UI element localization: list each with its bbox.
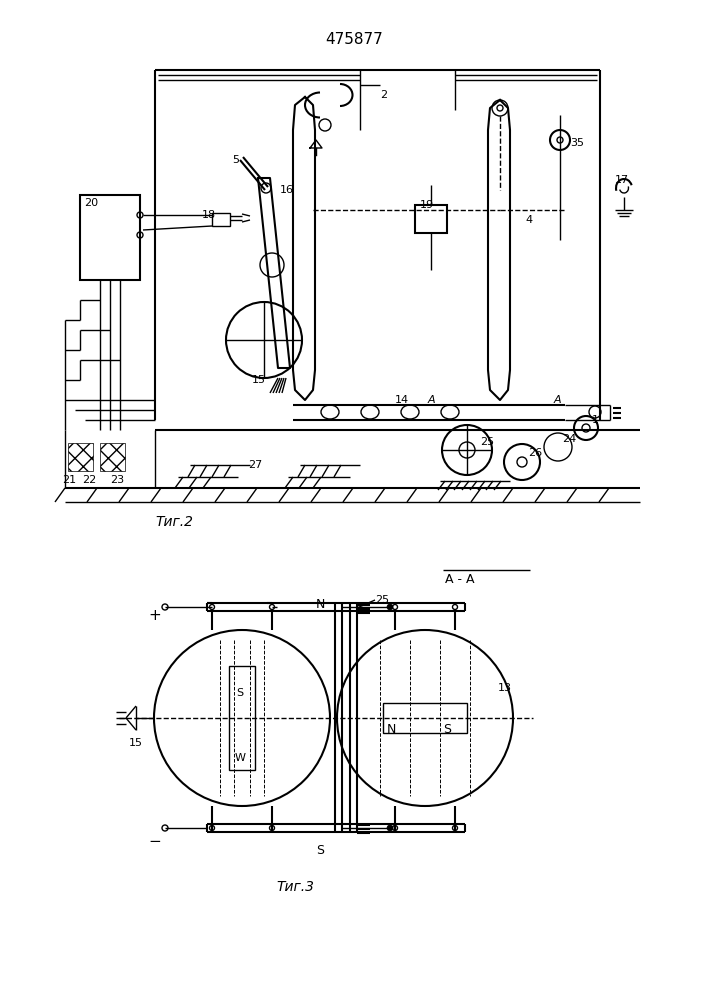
- Text: 475877: 475877: [325, 32, 383, 47]
- Text: 22: 22: [82, 475, 96, 485]
- Text: N: N: [387, 723, 397, 736]
- Text: 25: 25: [480, 437, 494, 447]
- Text: 14: 14: [395, 395, 409, 405]
- Text: 20: 20: [84, 198, 98, 208]
- Text: 18: 18: [202, 210, 216, 220]
- Bar: [383, 703, 467, 733]
- Text: 23: 23: [110, 475, 124, 485]
- Text: 13: 13: [498, 683, 512, 693]
- Text: 27: 27: [248, 460, 262, 470]
- Text: S: S: [236, 688, 243, 698]
- Text: 2: 2: [380, 90, 387, 100]
- Bar: [415, 205, 447, 233]
- Text: 1: 1: [592, 415, 599, 425]
- Text: W: W: [235, 753, 246, 763]
- Text: A: A: [428, 395, 436, 405]
- Bar: [68, 443, 93, 471]
- Text: 25: 25: [375, 595, 389, 605]
- Text: A: A: [554, 395, 561, 405]
- Text: 26: 26: [528, 448, 542, 458]
- Text: 5: 5: [232, 155, 239, 165]
- Text: 4: 4: [525, 215, 532, 225]
- Text: 24: 24: [562, 434, 576, 444]
- Text: 16: 16: [280, 185, 294, 195]
- Bar: [100, 443, 125, 471]
- Text: +: +: [148, 608, 161, 623]
- Text: 15: 15: [252, 375, 266, 385]
- Text: S: S: [316, 844, 324, 857]
- Text: −: −: [148, 834, 161, 849]
- Text: 17: 17: [615, 175, 629, 185]
- Circle shape: [387, 604, 393, 610]
- Text: S: S: [443, 723, 451, 736]
- Bar: [229, 666, 255, 770]
- Circle shape: [387, 825, 393, 831]
- Text: 19: 19: [420, 200, 434, 210]
- Bar: [80, 195, 140, 280]
- Text: Τиг.2: Τиг.2: [155, 515, 193, 529]
- Text: 15: 15: [129, 738, 143, 748]
- Text: 35: 35: [570, 138, 584, 148]
- Bar: [212, 213, 230, 226]
- Text: N: N: [315, 598, 325, 611]
- Text: A - A: A - A: [445, 573, 474, 586]
- Text: 21: 21: [62, 475, 76, 485]
- Text: Τиг.3: Τиг.3: [276, 880, 314, 894]
